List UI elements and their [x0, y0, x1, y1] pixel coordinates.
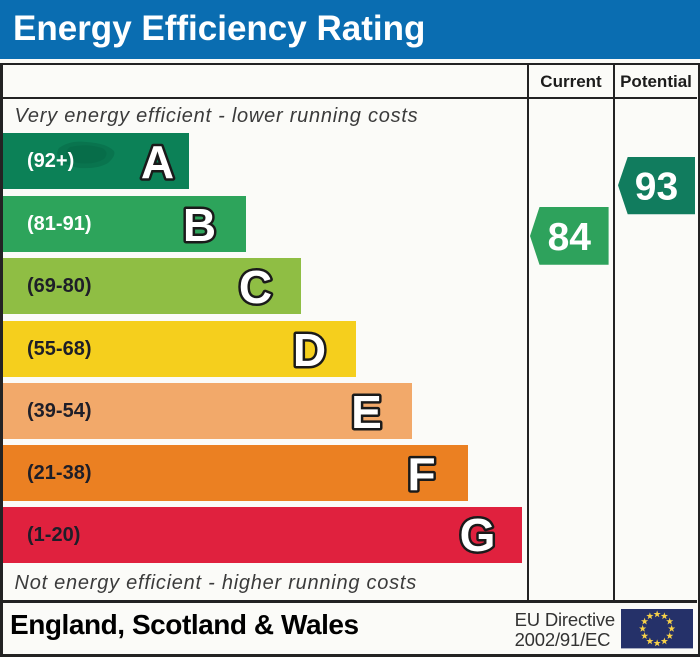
svg-text:84: 84: [548, 216, 592, 259]
svg-text:D: D: [292, 324, 325, 375]
svg-text:F: F: [407, 448, 435, 499]
svg-text:A: A: [141, 136, 174, 187]
svg-text:C: C: [238, 261, 271, 312]
svg-text:B: B: [183, 199, 216, 250]
svg-text:G: G: [460, 509, 496, 560]
svg-text:E: E: [351, 386, 382, 437]
svg-text:93: 93: [635, 165, 678, 208]
